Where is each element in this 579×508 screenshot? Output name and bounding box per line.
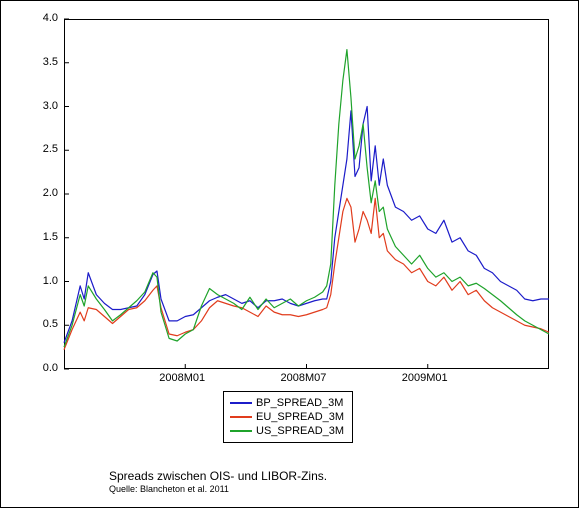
y-tick-label: 2.5 [43, 144, 58, 155]
chart-lines [64, 19, 549, 369]
x-tick-label: 2009M01 [402, 373, 448, 384]
legend-swatch [230, 416, 252, 418]
y-tick-label: 3.0 [43, 101, 58, 112]
chart-caption: Spreads zwischen OIS- und LIBOR-Zins. [109, 469, 327, 483]
y-tick-label: 1.5 [43, 232, 58, 243]
y-tick-label: 2.0 [43, 188, 58, 199]
series-line [64, 50, 549, 348]
y-tick-label: 3.5 [43, 57, 58, 68]
legend-item: BP_SPREAD_3M [230, 396, 344, 410]
page: 0.0 0.5 1.0 1.5 2.0 2.5 3.0 3.5 4.0 2008M01 2008M… [0, 0, 579, 508]
legend-label: EU_SPREAD_3M [256, 411, 344, 423]
legend-swatch [230, 402, 252, 404]
y-tick-label: 1.0 [43, 276, 58, 287]
y-tick-label: 0.5 [43, 319, 58, 330]
legend-label: US_SPREAD_3M [256, 425, 344, 437]
legend-item: US_SPREAD_3M [230, 424, 344, 438]
legend-item: EU_SPREAD_3M [230, 410, 344, 424]
x-tick-label: 2008M07 [281, 373, 327, 384]
y-tick-label: 0.0 [43, 363, 58, 374]
x-tick-label: 2008M01 [159, 373, 205, 384]
series-line [64, 198, 549, 349]
legend-swatch [230, 430, 252, 432]
legend: BP_SPREAD_3M EU_SPREAD_3M US_SPREAD_3M [223, 391, 353, 443]
y-tick-label: 4.0 [43, 13, 58, 24]
legend-label: BP_SPREAD_3M [256, 397, 343, 409]
chart-source: Quelle: Blancheton et al. 2011 [109, 484, 229, 494]
